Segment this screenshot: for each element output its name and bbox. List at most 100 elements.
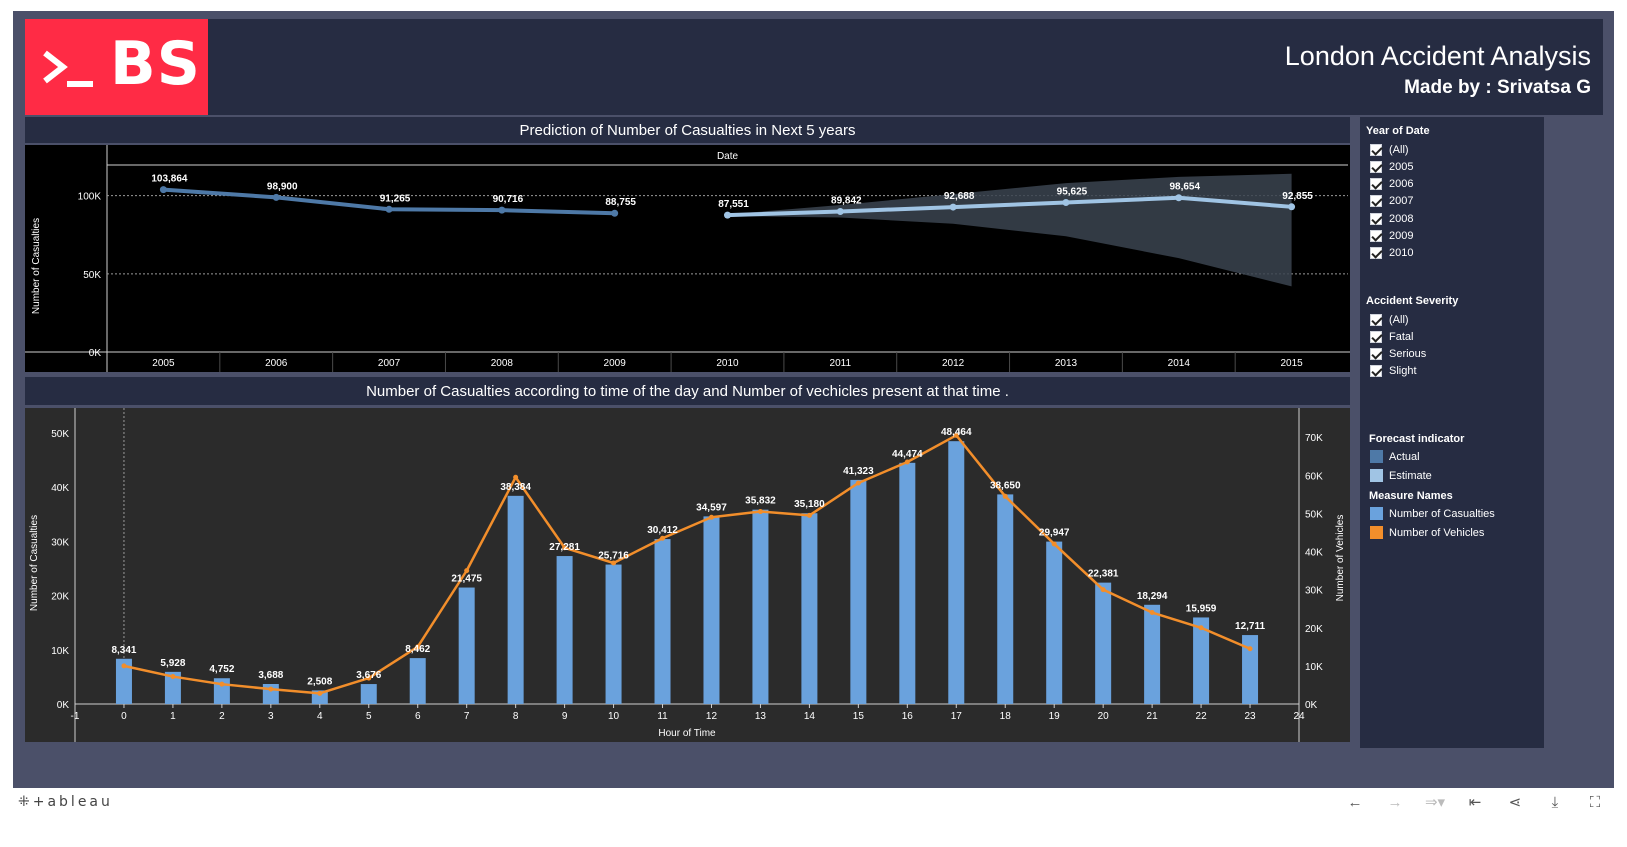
year-checkbox-row[interactable]: 2008 bbox=[1370, 210, 1413, 227]
tableau-brand-text: +ableau bbox=[32, 794, 113, 810]
year-checkbox-row[interactable]: 2005 bbox=[1370, 158, 1413, 175]
x-tick-label: 5 bbox=[366, 711, 372, 722]
reset-icon[interactable]: ⇤ bbox=[1468, 794, 1482, 811]
x-tick-label: 21 bbox=[1147, 711, 1159, 722]
data-label: 91,265 bbox=[380, 193, 411, 204]
measure-legend-title: Measure Names bbox=[1369, 490, 1453, 502]
x-tick-label: 8 bbox=[513, 711, 519, 722]
checkbox-checked-icon[interactable] bbox=[1370, 330, 1382, 343]
measure-legend-item[interactable]: Number of Vehicles bbox=[1370, 524, 1484, 541]
forecast-chart[interactable]: Date 0K 50K 100K Number of Casualties 2005 200… bbox=[25, 145, 1350, 372]
year-option-label: 2006 bbox=[1389, 178, 1414, 191]
casualty-bar bbox=[556, 556, 573, 704]
x-tick-label: 24 bbox=[1293, 711, 1305, 722]
year-option-label: 2005 bbox=[1389, 160, 1414, 173]
year-option-label: 2009 bbox=[1389, 230, 1414, 242]
data-label: 89,842 bbox=[831, 196, 862, 207]
severity-checkbox-row[interactable]: Serious bbox=[1370, 346, 1426, 363]
casualty-bar bbox=[507, 495, 524, 704]
x-tick-label: 2007 bbox=[378, 358, 401, 369]
actual-point bbox=[611, 209, 619, 217]
vehicles-point bbox=[1247, 646, 1253, 652]
x-tick-label: 2015 bbox=[1280, 358, 1303, 369]
x-tick-label: -1 bbox=[71, 711, 80, 722]
y2-tick-label: 20K bbox=[1305, 624, 1323, 635]
forecast-chart-svg[interactable]: Date 0K 50K 100K Number of Casualties 2005 200… bbox=[25, 145, 1350, 372]
x-tick-label: 2012 bbox=[942, 358, 965, 369]
checkbox-checked-icon[interactable] bbox=[1370, 365, 1382, 378]
download-icon[interactable]: ⤓ bbox=[1551, 794, 1559, 811]
estimate-point bbox=[1288, 203, 1296, 211]
x-tick-label: 11 bbox=[657, 711, 668, 722]
year-checkbox-row[interactable]: (All) bbox=[1370, 141, 1409, 158]
severity-checkbox-row[interactable]: Fatal bbox=[1370, 328, 1413, 345]
casualty-bar bbox=[605, 564, 622, 704]
y2-tick-label: 40K bbox=[1305, 548, 1323, 559]
data-label: 98,654 bbox=[1169, 182, 1200, 193]
data-label: 92,688 bbox=[944, 191, 975, 202]
x-tick-label: 23 bbox=[1244, 711, 1256, 722]
x-tick-label: 18 bbox=[1000, 711, 1012, 722]
severity-checkbox-row[interactable]: Slight bbox=[1370, 363, 1417, 380]
redo-icon[interactable]: → bbox=[1387, 794, 1403, 811]
measure-legend-item[interactable]: Number of Casualties bbox=[1370, 505, 1495, 522]
forecast-legend-item[interactable]: Actual bbox=[1370, 448, 1420, 465]
casualty-bar bbox=[801, 513, 818, 704]
undo-icon[interactable]: ← bbox=[1347, 794, 1363, 811]
vehicles-point bbox=[317, 690, 323, 696]
legend-swatch bbox=[1370, 469, 1383, 482]
year-checkbox-row[interactable]: 2007 bbox=[1370, 193, 1413, 210]
dashboard: BS London Accident Analysis Made by : Sr… bbox=[13, 11, 1614, 813]
x-tick-label: 6 bbox=[415, 711, 421, 722]
x-tick-label: 2011 bbox=[830, 358, 852, 369]
revert-icon[interactable]: ⇒▾ bbox=[1424, 794, 1446, 811]
measure-legend-label: Number of Vehicles bbox=[1389, 526, 1485, 539]
severity-checkbox-row[interactable]: (All) bbox=[1370, 311, 1409, 328]
checkbox-checked-icon[interactable] bbox=[1370, 160, 1382, 173]
hourly-chart-svg[interactable]: 0K 10K 20K 30K 40K 50K 0K 10K 20K 30K 40K 50K 60K 70K… bbox=[25, 408, 1350, 742]
checkbox-checked-icon[interactable] bbox=[1370, 247, 1382, 260]
checkbox-checked-icon[interactable] bbox=[1370, 212, 1382, 225]
data-label: 4,752 bbox=[209, 664, 234, 675]
data-label: 12,711 bbox=[1235, 621, 1265, 632]
data-label: 90,716 bbox=[493, 194, 524, 205]
x-tick-label: 7 bbox=[464, 711, 470, 722]
bs-logo: BS bbox=[25, 19, 208, 115]
data-label: 18,294 bbox=[1137, 591, 1168, 602]
data-label: 30,412 bbox=[647, 525, 678, 536]
vehicles-point bbox=[1100, 587, 1106, 593]
filters-panel: Year of Date (All) 2005 2006 2007 2008 2009 20… bbox=[1360, 117, 1544, 748]
data-label: 8,341 bbox=[111, 645, 136, 656]
hourly-chart[interactable]: 0K 10K 20K 30K 40K 50K 0K 10K 20K 30K 40K 50K 60K 70K… bbox=[25, 408, 1350, 742]
fullscreen-icon[interactable]: ⛶ bbox=[1589, 794, 1601, 811]
legend-swatch bbox=[1370, 450, 1383, 463]
x-tick-label: 19 bbox=[1049, 711, 1061, 722]
data-label: 2,508 bbox=[307, 676, 332, 687]
checkbox-checked-icon[interactable] bbox=[1370, 178, 1382, 191]
forecast-legend-item[interactable]: Estimate bbox=[1370, 467, 1432, 484]
actual-point bbox=[385, 205, 393, 213]
checkbox-checked-icon[interactable] bbox=[1370, 143, 1382, 156]
x-tick-label: 2010 bbox=[716, 358, 739, 369]
checkbox-checked-icon[interactable] bbox=[1370, 230, 1382, 242]
prediction-band bbox=[727, 173, 1292, 287]
share-icon[interactable]: ⋖ bbox=[1508, 794, 1522, 811]
year-checkbox-row[interactable]: 2009 bbox=[1370, 228, 1413, 245]
data-label: 44,474 bbox=[892, 449, 923, 460]
vehicles-point bbox=[660, 535, 666, 541]
checkbox-checked-icon[interactable] bbox=[1370, 313, 1382, 326]
checkbox-checked-icon[interactable] bbox=[1370, 195, 1382, 208]
data-label: 22,381 bbox=[1088, 569, 1119, 580]
dashboard-title: London Accident Analysis bbox=[1284, 41, 1591, 71]
dashboard-header: BS London Accident Analysis Made by : Sr… bbox=[25, 19, 1603, 115]
vehicles-point bbox=[268, 686, 274, 692]
logo-text: BS bbox=[110, 29, 201, 99]
casualty-bar bbox=[115, 658, 132, 704]
y2-axis-label: Number of Vehicles bbox=[1335, 515, 1346, 602]
year-checkbox-row[interactable]: 2006 bbox=[1370, 176, 1413, 193]
data-label: 21,475 bbox=[451, 574, 482, 585]
year-checkbox-row[interactable]: 2010 bbox=[1370, 245, 1413, 262]
y-axis-label: Number of Casualties bbox=[29, 515, 40, 611]
checkbox-checked-icon[interactable] bbox=[1370, 348, 1382, 361]
x-tick-label: 4 bbox=[317, 711, 323, 722]
